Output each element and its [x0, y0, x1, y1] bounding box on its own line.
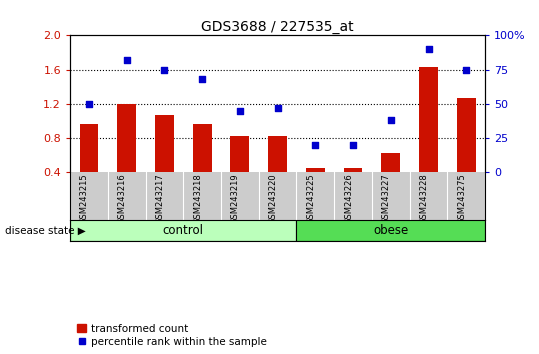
Point — [160, 67, 169, 73]
Point — [236, 108, 244, 114]
Text: GSM243225: GSM243225 — [306, 174, 315, 224]
Point — [386, 118, 395, 123]
Text: GSM243217: GSM243217 — [155, 174, 164, 224]
Text: disease state ▶: disease state ▶ — [5, 225, 86, 235]
Point — [273, 105, 282, 111]
Point — [462, 67, 471, 73]
Bar — [296, 220, 485, 241]
Text: GSM243226: GSM243226 — [344, 174, 353, 224]
Bar — [382, 154, 400, 172]
Point — [198, 76, 206, 82]
Text: obese: obese — [373, 224, 409, 237]
Text: GSM243228: GSM243228 — [419, 174, 429, 224]
Bar — [306, 168, 325, 172]
Bar — [268, 136, 287, 172]
Bar — [118, 104, 136, 172]
Text: GSM243219: GSM243219 — [231, 174, 240, 224]
Bar — [70, 220, 296, 241]
Point — [424, 46, 433, 52]
Text: GSM243215: GSM243215 — [80, 174, 89, 224]
Bar — [80, 124, 99, 172]
Text: GSM243220: GSM243220 — [268, 174, 278, 224]
Title: GDS3688 / 227535_at: GDS3688 / 227535_at — [201, 21, 354, 34]
Point — [311, 142, 320, 148]
Text: control: control — [163, 224, 204, 237]
Bar — [419, 67, 438, 172]
Bar — [231, 136, 249, 172]
Text: GSM243227: GSM243227 — [382, 174, 391, 224]
Text: GSM243275: GSM243275 — [457, 174, 466, 224]
Point — [122, 57, 131, 63]
Bar — [457, 98, 476, 172]
Point — [349, 142, 357, 148]
Bar — [193, 124, 211, 172]
Text: GSM243218: GSM243218 — [193, 174, 202, 224]
Point — [85, 101, 93, 107]
Bar — [344, 168, 363, 172]
Legend: transformed count, percentile rank within the sample: transformed count, percentile rank withi… — [75, 321, 269, 349]
Bar — [155, 115, 174, 172]
Text: GSM243216: GSM243216 — [118, 174, 127, 224]
